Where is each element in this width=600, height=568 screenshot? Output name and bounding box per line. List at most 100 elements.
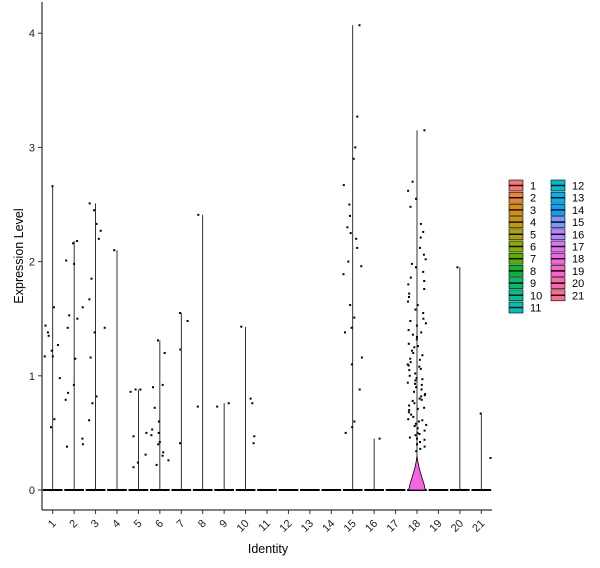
data-point: [420, 331, 423, 334]
data-point: [414, 308, 417, 311]
violin-cluster-8: [192, 214, 213, 491]
data-point: [407, 418, 410, 421]
violin-cluster-3: [85, 203, 106, 491]
legend-item-13: 13: [550, 191, 584, 205]
data-point: [410, 349, 413, 352]
y-tick-label: 4: [29, 28, 35, 40]
data-point: [95, 222, 98, 225]
data-point: [342, 184, 345, 187]
y-tick-label: 3: [29, 142, 35, 154]
data-point: [423, 438, 426, 441]
data-point: [360, 356, 363, 359]
legend-label: 13: [572, 193, 584, 205]
data-point: [413, 402, 416, 405]
data-point: [89, 356, 92, 359]
data-point: [353, 316, 356, 319]
data-point: [179, 348, 182, 351]
data-point: [423, 288, 426, 290]
data-point: [409, 320, 412, 322]
data-point: [151, 428, 154, 431]
data-point: [414, 379, 417, 382]
data-point: [358, 388, 361, 391]
data-point: [134, 388, 137, 391]
points-cluster-21: [479, 412, 492, 459]
data-point: [420, 395, 423, 398]
data-point: [350, 363, 353, 366]
data-point: [47, 334, 50, 337]
legend-item-14: 14: [550, 204, 584, 217]
data-point: [163, 352, 166, 354]
data-point: [353, 420, 356, 423]
data-point: [378, 437, 381, 440]
legend-label: 6: [530, 242, 536, 254]
legend-label: 16: [572, 229, 584, 241]
data-point: [413, 425, 416, 427]
x-tick-label: 3: [89, 518, 102, 531]
data-point: [349, 304, 352, 306]
data-point: [240, 325, 243, 328]
data-point: [421, 419, 424, 422]
violin-cluster-16: [364, 438, 384, 491]
violin-cluster-7: [171, 312, 192, 491]
x-tick-label: 9: [217, 518, 230, 531]
data-point: [407, 364, 410, 367]
data-point: [81, 306, 84, 309]
x-tick-label: 6: [153, 518, 166, 531]
data-point: [227, 402, 230, 405]
legend-item-12: 12: [550, 179, 584, 193]
legend-item-1: 1: [508, 179, 536, 193]
data-point: [64, 398, 67, 401]
violin-cluster-20: [450, 267, 470, 491]
data-point: [407, 189, 410, 192]
data-point: [66, 326, 69, 329]
data-point: [456, 266, 459, 269]
data-point: [406, 363, 409, 366]
data-point: [145, 431, 148, 434]
data-point: [161, 454, 164, 457]
data-point: [58, 377, 61, 380]
data-point: [66, 445, 68, 448]
x-tick-label: 2: [67, 518, 80, 531]
points-cluster-10: [240, 325, 256, 445]
data-point: [423, 445, 426, 448]
data-point: [139, 388, 142, 391]
data-point: [419, 447, 422, 450]
data-point: [354, 146, 357, 149]
data-point: [129, 390, 132, 393]
data-point: [216, 405, 219, 408]
data-point: [97, 237, 100, 240]
data-point: [425, 423, 428, 426]
x-tick-label: 1: [46, 518, 59, 531]
data-point: [132, 435, 135, 438]
data-point: [409, 357, 412, 360]
data-point: [150, 434, 153, 437]
x-tick-label: 11: [257, 518, 274, 535]
points-cluster-1: [43, 185, 61, 429]
data-point: [88, 202, 91, 205]
data-point: [252, 442, 255, 445]
legend-item-10: 10: [508, 289, 542, 302]
data-point: [415, 450, 418, 453]
violin-cluster-1: [42, 186, 63, 491]
data-point: [351, 426, 354, 429]
data-point: [423, 429, 426, 432]
data-point: [68, 314, 71, 317]
data-point: [72, 242, 75, 245]
data-point: [419, 246, 421, 249]
legend-label: 11: [530, 303, 541, 315]
legend-label: 10: [530, 290, 542, 302]
data-point: [423, 406, 426, 409]
points-cluster-20: [456, 266, 459, 269]
data-point: [415, 386, 418, 389]
data-point: [51, 355, 54, 358]
data-point: [50, 426, 52, 429]
x-tick-label: 5: [132, 518, 145, 531]
data-point: [103, 326, 106, 329]
data-point: [358, 24, 361, 27]
data-point: [416, 437, 418, 440]
data-point: [44, 324, 47, 327]
data-point: [415, 197, 417, 200]
data-point: [418, 358, 421, 361]
data-point: [136, 461, 139, 464]
